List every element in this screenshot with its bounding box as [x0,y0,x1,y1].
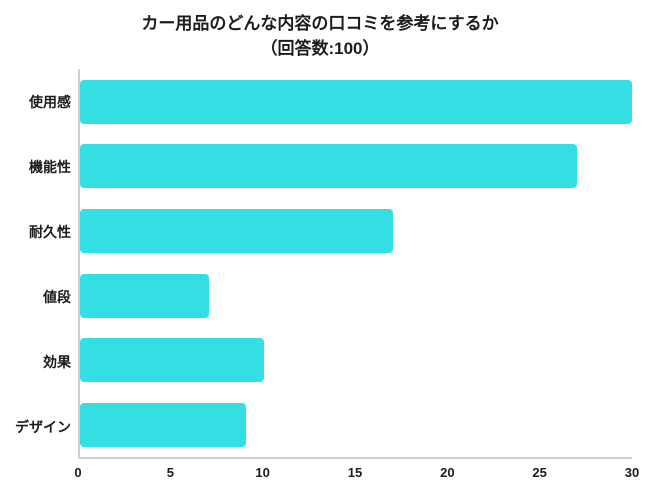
chart-subtitle: （回答数:100） [260,38,380,58]
chart-title: カー用品のどんな内容の口コミを参考にするか [141,14,499,33]
category-label: デザイン [15,418,71,435]
bar [80,144,577,189]
bar-track [80,328,632,393]
bar-track [80,199,632,264]
bar [80,338,264,383]
bar [80,208,393,253]
x-tick-label: 10 [255,465,270,481]
category-label: 効果 [43,353,71,370]
bar [80,273,209,318]
bar [80,79,632,124]
y-axis-category-labels: 使用感機能性耐久性値段効果デザイン [8,69,78,459]
bar-track [80,263,632,328]
category-label: 機能性 [29,158,71,175]
x-axis-tick-labels: 0 5 10 15 20 25 30 [74,463,639,487]
bar-track [80,134,632,199]
x-axis-spacer [8,463,78,487]
bar-track [80,69,632,134]
x-tick-label: 0 [74,465,82,481]
x-axis: 0 5 10 15 20 25 30 [8,463,639,487]
bars-region [78,69,632,460]
category-label: 値段 [43,288,71,305]
bar-track [80,393,632,458]
x-tick-label: 30 [624,465,640,481]
chart-title-block: カー用品のどんな内容の口コミを参考にするか （回答数:100） [8,12,632,61]
plot-area: 使用感機能性耐久性値段効果デザイン [8,69,632,460]
x-tick-label: 15 [347,465,363,481]
x-tick-label: 25 [532,465,547,481]
bar [80,402,246,447]
category-label: 使用感 [29,93,71,110]
x-tick-label: 5 [166,465,174,481]
category-label: 耐久性 [29,223,71,240]
x-tick-label: 20 [440,465,455,481]
